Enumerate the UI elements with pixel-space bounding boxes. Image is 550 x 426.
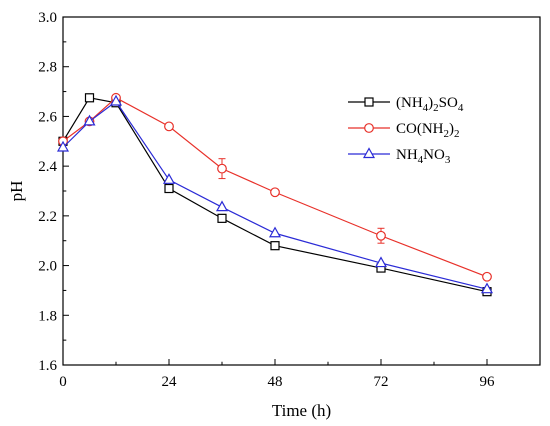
data-point [217,163,227,174]
y-tick-label: 2.2 [38,209,57,225]
y-tick-label: 1.8 [38,308,57,324]
y-tick-label: 2.6 [38,109,57,125]
y-tick-label: 2.4 [38,159,57,175]
legend-marker [364,123,374,133]
x-tick-label: 72 [374,374,389,390]
x-tick-label: 0 [59,374,67,390]
data-point [374,256,388,268]
legend-item: NH4NO3 [348,147,451,166]
data-point [376,230,386,241]
data-point [84,93,95,103]
data-point [217,213,227,223]
data-point [164,183,174,194]
y-tick-label: 1.6 [38,358,57,374]
data-point [162,173,176,184]
x-tick-label: 96 [480,374,496,390]
x-axis-title: Time (h) [272,401,331,420]
data-point [482,271,492,282]
y-tick-label: 2.0 [38,259,57,275]
series-3 [56,94,494,294]
data-point [270,187,280,198]
y-tick-label: 3.0 [38,10,57,26]
data-point [83,114,96,126]
legend-label: CO(NH2)2 [396,121,460,140]
data-point [268,226,282,238]
data-point [164,121,174,132]
legend-marker [364,97,374,107]
legend-label: NH4NO3 [396,147,451,166]
data-point [270,241,280,251]
legend-item: CO(NH2)2 [348,121,460,140]
series-layer [56,92,494,297]
x-tick-label: 48 [268,374,283,390]
legend-label: (NH4)2SO4 [396,95,464,114]
data-point [109,94,123,106]
data-point [56,140,70,152]
data-point [215,200,229,212]
series-line [62,100,488,290]
x-tick-label: 24 [162,374,178,390]
legend-item: (NH4)2SO4 [348,95,464,114]
y-axis-title: pH [7,181,26,202]
plot-area: 0 24 48 72 96 1.6 1.8 2.0 2.2 2.4 2.6 2.8 3.0 [38,10,541,390]
plot-frame [62,16,541,366]
legend: (NH4)2SO4 CO(NH2)2 NH4NO3 [348,95,464,166]
data-point [480,282,494,294]
y-tick-label: 2.8 [38,60,57,76]
legend-marker [362,147,376,159]
